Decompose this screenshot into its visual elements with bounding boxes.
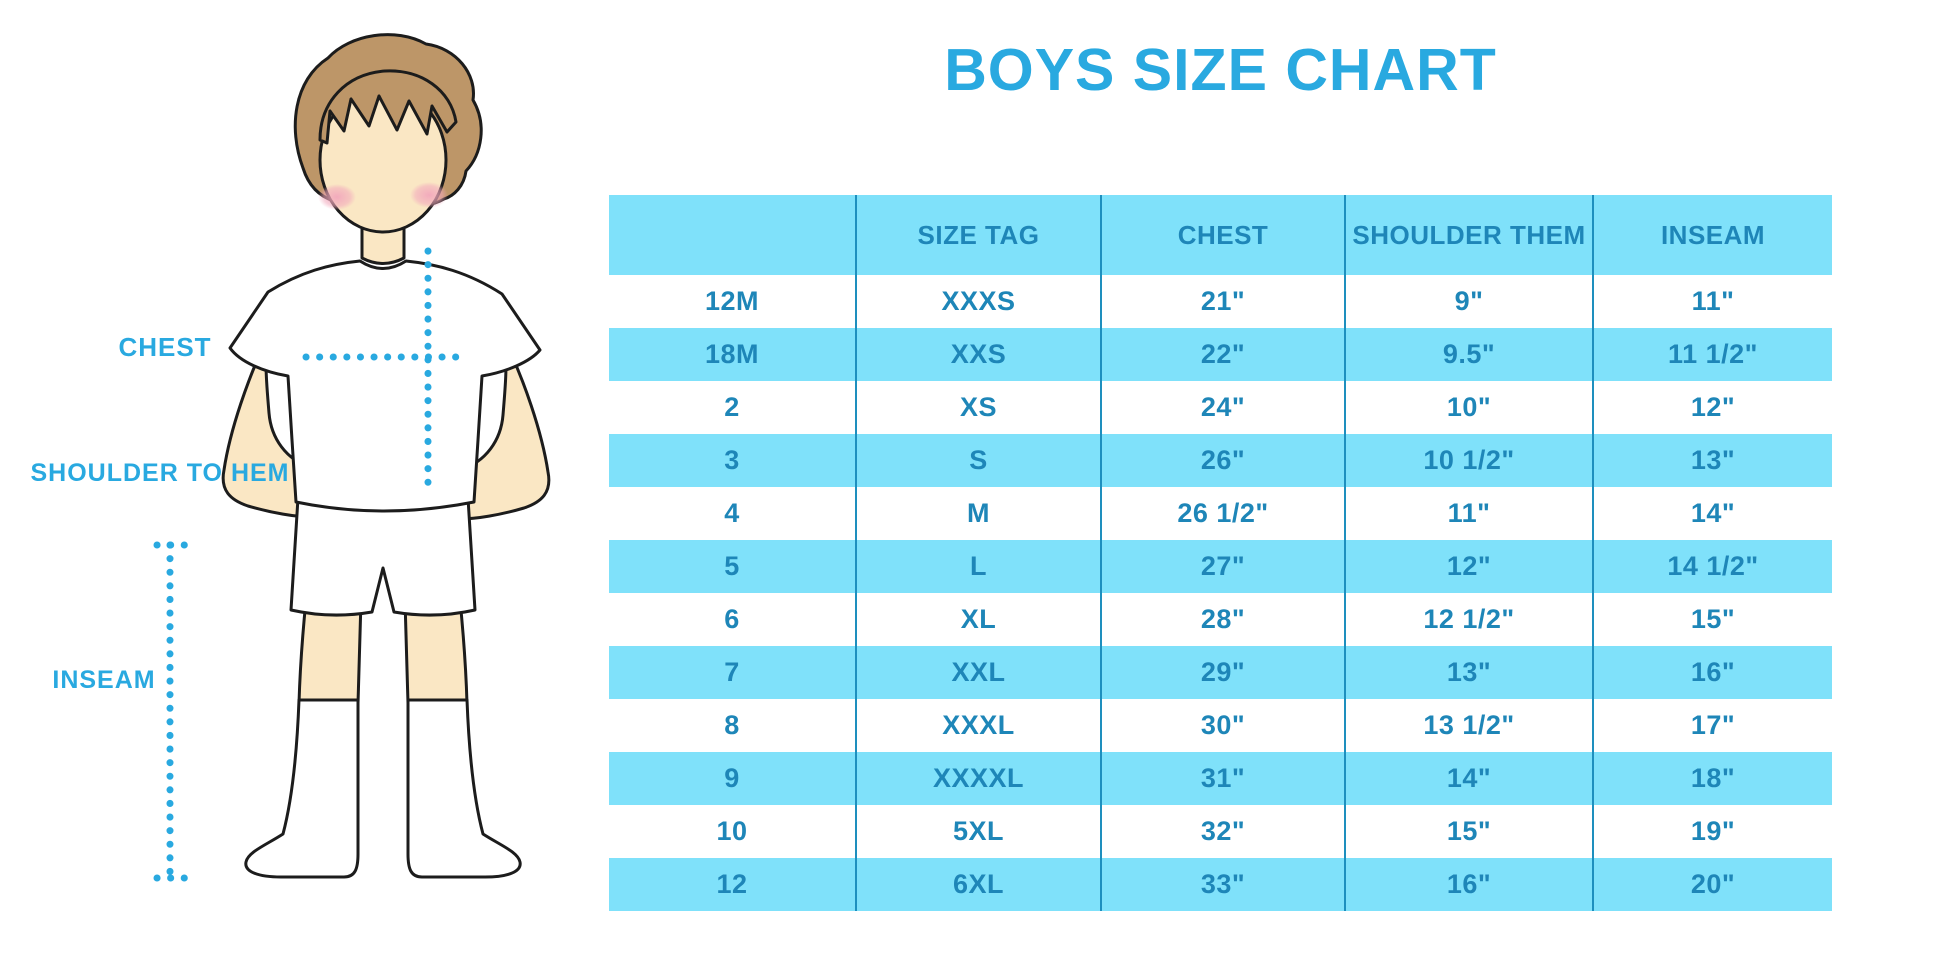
table-cell: 9" (1344, 275, 1592, 328)
header-cell-size (609, 195, 855, 275)
table-cell: 16" (1344, 858, 1592, 911)
table-row: 5 L 27" 12" 14 1/2" (609, 540, 1832, 593)
table-row: 18M XXS 22" 9.5" 11 1/2" (609, 328, 1832, 381)
table-cell: 12 1/2" (1344, 593, 1592, 646)
table-cell: 26" (1100, 434, 1344, 487)
table-cell: 16" (1592, 646, 1832, 699)
table-cell: 12 (716, 869, 748, 899)
table-cell: L (855, 540, 1100, 593)
table-cell: 18M (704, 339, 760, 369)
table-cell: XXXL (855, 699, 1100, 752)
table-cell: 14" (1344, 752, 1592, 805)
table-cell: 14 1/2" (1592, 540, 1832, 593)
table-row: 8 XXXL 30" 13 1/2" 17" (609, 699, 1832, 752)
table-cell: 31" (1100, 752, 1344, 805)
table-cell: 24" (1100, 381, 1344, 434)
table-cell: 13 1/2" (1344, 699, 1592, 752)
table-row: 12M XXXS 21" 9" 11" (609, 275, 1832, 328)
left-blush (318, 184, 356, 210)
table-cell: 10" (1344, 381, 1592, 434)
table-cell: 11 1/2" (1592, 328, 1832, 381)
boy-illustration (153, 33, 551, 882)
table-cell: 27" (1100, 540, 1344, 593)
table-cell: XS (855, 381, 1100, 434)
table-cell: 18" (1592, 752, 1832, 805)
table-cell: 13" (1344, 646, 1592, 699)
table-row: 12 6XL 33" 16" 20" (609, 858, 1832, 911)
table-cell: XXXXL (855, 752, 1100, 805)
header-cell-inseam: INSEAM (1592, 195, 1832, 275)
table-row: 6 XL 28" 12 1/2" 15" (609, 593, 1832, 646)
table-cell: 10 1/2" (1344, 434, 1592, 487)
table-row: 7 XXL 29" 13" 16" (609, 646, 1832, 699)
table-cell: 12M (704, 286, 760, 316)
header-cell-chest: CHEST (1100, 195, 1344, 275)
table-cell: S (855, 434, 1100, 487)
table-cell: 6 (724, 604, 740, 634)
table-cell: 21" (1100, 275, 1344, 328)
table-cell: 28" (1100, 593, 1344, 646)
table-cell: 11" (1592, 275, 1832, 328)
size-table-body: 12M XXXS 21" 9" 11" 18M XXS 22" 9.5" 11 1/2" 2 XS 24… (609, 275, 1832, 911)
table-cell: M (855, 487, 1100, 540)
table-row: 2 XS 24" 10" 12" (609, 381, 1832, 434)
right-arm-shape (458, 336, 551, 521)
page-title: BOYS SIZE CHART (944, 37, 1497, 103)
table-cell: 3 (724, 445, 740, 475)
hair-fringe-shape (318, 69, 458, 145)
inseam-label: INSEAM (52, 666, 156, 694)
table-row: 4 M 26 1/2" 11" 14" (609, 487, 1832, 540)
table-cell: XXS (855, 328, 1100, 381)
table-cell: 5 (724, 551, 740, 581)
table-cell: 8 (724, 710, 740, 740)
chest-label: CHEST (118, 332, 212, 362)
table-cell: 15" (1344, 805, 1592, 858)
table-cell: 9.5" (1344, 328, 1592, 381)
table-cell: 2 (724, 392, 740, 422)
table-row: 10 5XL 32" 15" 19" (609, 805, 1832, 858)
table-cell: 26 1/2" (1100, 487, 1344, 540)
table-cell: 29" (1100, 646, 1344, 699)
table-cell: 13" (1592, 434, 1832, 487)
table-cell: 11" (1344, 487, 1592, 540)
table-header-row: SIZE TAG CHEST SHOULDER THEM INSEAM (609, 195, 1832, 275)
table-cell: XXXS (855, 275, 1100, 328)
table-cell: XL (855, 593, 1100, 646)
size-table: SIZE TAG CHEST SHOULDER THEM INSEAM 12M X… (609, 195, 1832, 911)
table-cell: 17" (1592, 699, 1832, 752)
table-row: 3 S 26" 10 1/2" 13" (609, 434, 1832, 487)
right-sock-shape (406, 698, 522, 879)
table-cell: 12" (1592, 381, 1832, 434)
table-cell: 7 (724, 657, 740, 687)
table-cell: 9 (724, 763, 740, 793)
table-cell: 4 (724, 498, 740, 528)
table-cell: 32" (1100, 805, 1344, 858)
table-cell: 14" (1592, 487, 1832, 540)
table-cell: 15" (1592, 593, 1832, 646)
table-cell: 33" (1100, 858, 1344, 911)
table-cell: 6XL (855, 858, 1100, 911)
tshirt-shape (228, 259, 542, 513)
table-cell: 22" (1100, 328, 1344, 381)
table-cell: XXL (855, 646, 1100, 699)
header-cell-size-tag: SIZE TAG (855, 195, 1100, 275)
table-cell: 19" (1592, 805, 1832, 858)
table-cell: 30" (1100, 699, 1344, 752)
table-cell: 5XL (855, 805, 1100, 858)
shorts-shape (289, 496, 477, 617)
left-arm-shape (221, 334, 314, 519)
table-cell: 12" (1344, 540, 1592, 593)
table-cell: 20" (1592, 858, 1832, 911)
left-sock-shape (244, 698, 360, 879)
right-blush (410, 182, 448, 208)
header-cell-shoulder-them: SHOULDER THEM (1344, 195, 1592, 275)
table-cell: 10 (716, 816, 748, 846)
shoulder-to-hem-label: SHOULDER TO HEM (30, 459, 290, 487)
table-row: 9 XXXXL 31" 14" 18" (609, 752, 1832, 805)
